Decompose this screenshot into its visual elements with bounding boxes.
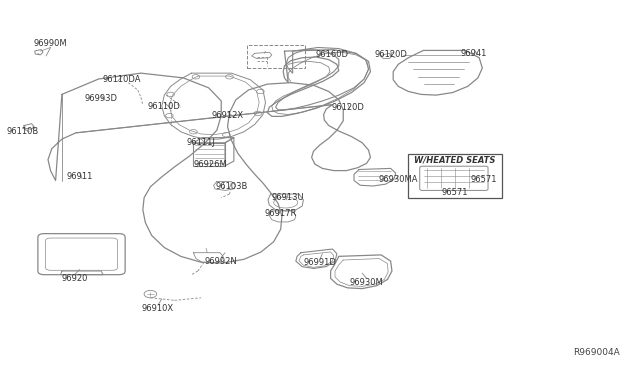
Bar [408,154,502,198]
Text: 96571: 96571 [471,175,497,184]
Text: R969004A: R969004A [573,349,620,357]
Text: 96913U: 96913U [272,193,305,202]
Text: 96941: 96941 [461,49,487,58]
Text: 96911: 96911 [67,172,93,181]
Text: 96930M: 96930M [350,278,383,286]
Text: 96992N: 96992N [205,257,237,266]
Text: 96991D: 96991D [303,259,336,267]
Text: 96120D: 96120D [332,103,364,112]
Text: 96160D: 96160D [316,50,349,59]
Text: 96926M: 96926M [194,160,227,169]
Text: 96930MA: 96930MA [378,175,418,184]
Text: 96103B: 96103B [215,182,248,191]
Text: 96111J: 96111J [187,138,216,147]
Text: 96120D: 96120D [374,50,407,59]
Text: 96110B: 96110B [6,127,39,136]
Text: 96110DA: 96110DA [103,75,141,84]
Text: 96917R: 96917R [264,209,297,218]
Text: W/HEATED SEATS: W/HEATED SEATS [415,155,496,164]
Text: 96993D: 96993D [84,94,118,103]
Bar [246,45,305,68]
Text: 96910X: 96910X [142,304,174,313]
Text: 96110D: 96110D [148,102,180,110]
Text: 96912X: 96912X [211,111,244,120]
Text: 96571: 96571 [442,188,468,197]
Text: 96920: 96920 [61,274,88,283]
Text: 96990M: 96990M [34,39,67,48]
